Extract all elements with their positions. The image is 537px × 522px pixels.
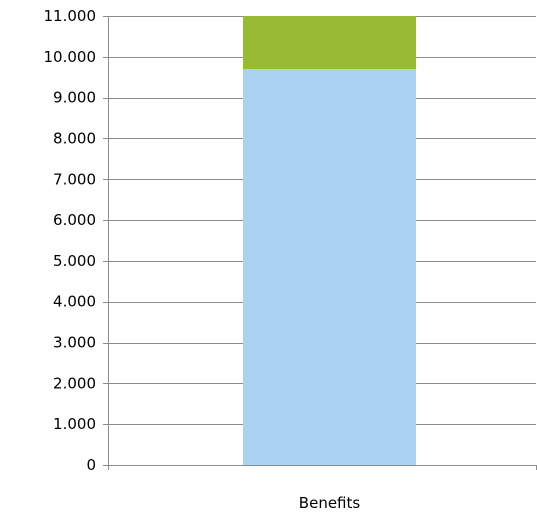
y-tick-label: 1.000 (53, 415, 96, 433)
bar-segment (243, 16, 416, 70)
y-tick-label: 8.000 (53, 129, 96, 147)
y-tick-label: 2.000 (53, 374, 96, 392)
x-tick-label: Benefits (299, 494, 361, 512)
bar-segment (243, 69, 416, 466)
y-tick-label: 11.000 (44, 7, 97, 25)
y-tick-label: 3.000 (53, 334, 96, 352)
bars (243, 16, 416, 466)
y-tick-label: 6.000 (53, 211, 96, 229)
y-tick-label: 7.000 (53, 170, 96, 188)
y-tick-label: 0 (86, 456, 96, 474)
axes (103, 16, 537, 470)
tick-labels: 0 1.000 2.000 3.000 4.000 5.000 6.000 7.000 8.00… (44, 7, 361, 512)
y-tick-label: 4.000 (53, 293, 96, 311)
y-tick-label: 5.000 (53, 252, 96, 270)
y-tick-label: 10.000 (44, 48, 97, 66)
y-tick-label: 9.000 (53, 89, 96, 107)
